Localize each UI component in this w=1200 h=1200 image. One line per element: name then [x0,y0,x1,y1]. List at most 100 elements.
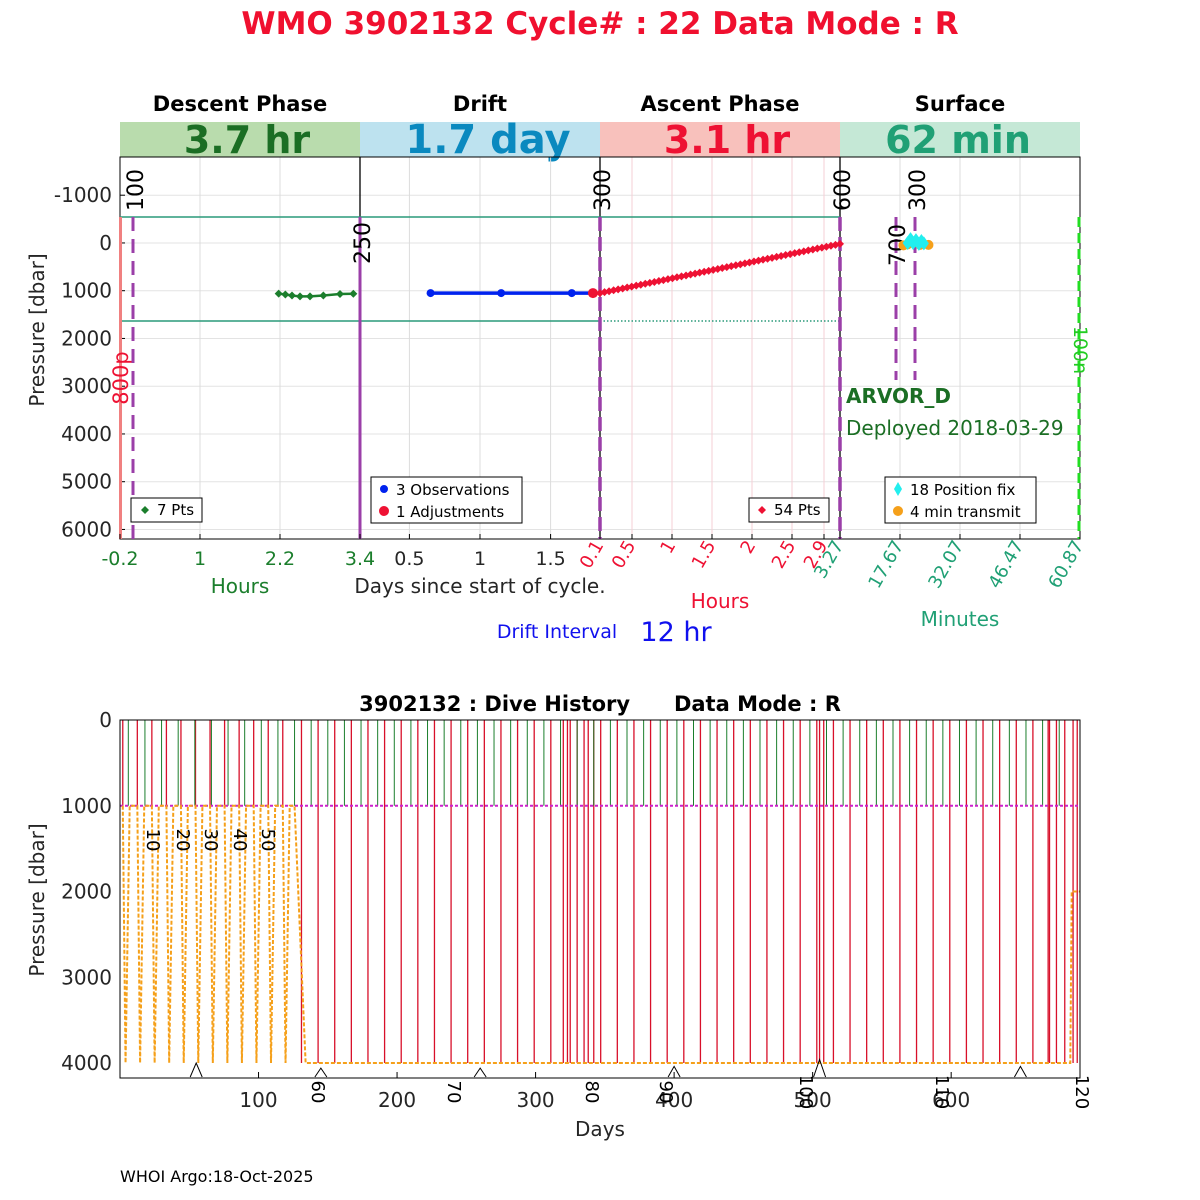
cycle-number-label: 100 [795,1075,816,1109]
descent-x-axis: -0.2 1 2.2 3.4 [101,534,375,570]
phase-label-ascent: Ascent Phase [641,92,800,116]
descent-point [349,289,358,298]
ascent-start-marker-label: 300 [591,169,616,211]
surface-legend-tx-marker [893,506,903,516]
drift-xlabel: Days since start of cycle. [354,574,605,598]
history-x-tick-label: 400 [655,1088,693,1112]
drift-legend-adj: 1 Adjustments [396,503,504,521]
surface-legend-fix: 18 Position fix [910,481,1015,499]
cycle-y-axis: -1000 0 1000 2000 3000 4000 5000 6000 [54,183,125,541]
cycle-number-label: 20 [172,829,193,852]
bottom-blip [189,1061,203,1078]
x-tick-label: 2.5 [768,537,801,572]
descent-point [306,292,314,301]
x-tick-label: 1 [194,548,206,570]
cycle-number-label: 70 [443,1081,464,1104]
descent-point [288,291,296,300]
history-y-tick-label: 1000 [61,794,112,818]
x-tick-label: -0.2 [101,548,138,570]
deployed-date: Deployed 2018-03-29 [846,416,1064,440]
x-tick-label: 0.5 [608,537,641,572]
descent-legend-marker [141,506,149,514]
drift-interval-value: 12 hr [640,617,712,648]
y-tick-label: 6000 [61,517,112,541]
surface-duration: 62 min [885,118,1031,162]
descent-xlabel: Hours [211,574,270,598]
x-tick-label: 1 [474,548,486,570]
drift-adjustment [587,288,598,299]
descent-point [281,290,290,299]
history-y-tick-label: 0 [99,708,112,732]
cycle-ylabel: Pressure [dbar] [25,253,49,406]
cycle-number-label: 80 [581,1081,602,1104]
bottom-blip [667,1065,681,1078]
x-tick-label: 1.5 [535,548,565,570]
descent-point [336,290,344,299]
history-title: 3902132 : Dive History Data Mode : R [359,692,841,716]
surface-legend-tx: 4 min transmit [910,503,1021,521]
descent-legend-text: 7 Pts [157,501,194,519]
y-tick-label: 1000 [61,279,112,303]
surface-marker-label-2: 300 [906,169,931,211]
cycle-number-label: 40 [229,829,250,852]
ascent-legend-text: 54 Pts [774,501,821,519]
drift-series [426,288,598,299]
ascent-duration: 3.1 hr [664,118,791,162]
history-x-tick-label: 300 [516,1088,554,1112]
history-x-axis: 100 200 300 400 500 600 [239,1072,970,1112]
x-tick-label: 32.07 [924,537,968,592]
drift-interval-label: Drift Interval [497,621,617,643]
dive-history-traces [120,720,1080,1078]
phase-label-descent: Descent Phase [153,92,327,116]
history-cycle-labels: 10 20 30 40 50 60 70 80 90 100 110 120 [142,829,1092,1110]
x-tick-label: 3.4 [345,548,375,570]
y-tick-label: 3000 [61,374,112,398]
descent-legend: 7 Pts [130,497,203,523]
x-tick-label: 1.5 [688,537,721,572]
surface-legend: 18 Position fix 4 min transmit [884,476,1037,524]
x-tick-label: 60.87 [1044,537,1088,592]
drift-band [360,122,600,157]
cycle-number-label: 120 [1071,1075,1092,1109]
surface-series [898,232,934,251]
phase-label-surface: Surface [915,92,1005,116]
drift-observation [567,289,576,298]
history-y-tick-label: 3000 [61,965,112,989]
drift-legend-obs-marker [380,485,388,493]
bottom-blip [314,1067,328,1078]
descent-band [120,122,360,157]
drift-duration: 1.7 day [405,117,570,163]
cycle-number-label: 60 [307,1081,328,1104]
descent-side-label: 800p [109,351,133,404]
ascent-x-axis: 0.1 0.5 1 1.5 2 2.5 2.9 [576,534,832,572]
ascent-point [763,254,772,263]
y-tick-label: 0 [99,231,112,255]
surface-x-axis: 3.27 17.67 32.07 46.47 60.87 [810,534,1088,592]
history-y-tick-label: 4000 [61,1051,112,1075]
bottom-blip [473,1067,487,1078]
descent-point [296,292,304,301]
ascent-point [836,239,844,248]
history-y-axis: 0 1000 2000 3000 4000 [61,708,112,1075]
drift-x-axis: 0.5 1 1.5 [394,534,566,570]
ascent-xlabel: Hours [691,589,750,613]
cycle-number-label: 10 [142,829,163,852]
descent-point [274,289,283,298]
cycle-number-label: 50 [257,829,278,852]
ascent-legend-marker [758,506,766,514]
descent-duration: 3.7 hr [184,118,311,162]
descent-series [274,289,358,301]
bottom-blip [1013,1065,1027,1078]
history-ylabel: Pressure [dbar] [25,823,49,976]
figure-title: WMO 3902132 Cycle# : 22 Data Mode : R [241,6,958,42]
x-tick-label: 0.5 [394,548,424,570]
surface-band [840,122,1080,157]
history-y-tick-label: 2000 [61,880,112,904]
history-xlabel: Days [575,1117,625,1141]
drift-legend-obs: 3 Observations [396,481,510,499]
history-plot-frame [119,719,1081,1079]
ascent-legend: 54 Pts [748,497,830,523]
ascent-series [596,239,844,298]
y-tick-label: 5000 [61,470,112,494]
